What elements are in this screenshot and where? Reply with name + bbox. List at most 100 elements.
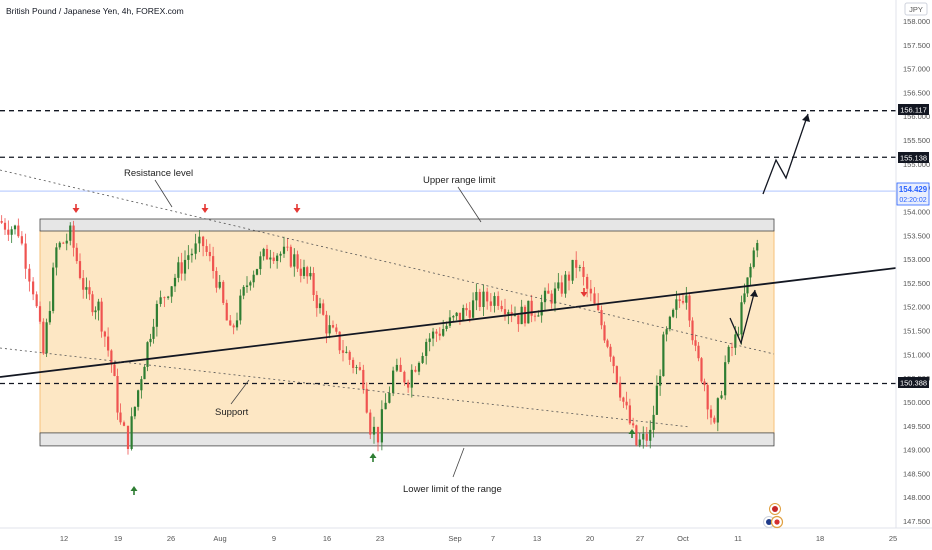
candle-body — [306, 267, 309, 277]
candle-body — [262, 248, 265, 257]
candle-body — [752, 250, 755, 267]
candle-body — [681, 300, 685, 303]
red-down-arrow — [293, 208, 301, 213]
time-tick-label: 16 — [323, 534, 331, 543]
candle-body — [489, 301, 492, 306]
candle-body — [137, 390, 140, 407]
candle-body — [322, 303, 325, 315]
candle-body — [675, 299, 678, 310]
candle-body — [652, 414, 655, 430]
candle-body — [628, 405, 631, 424]
candle-body — [486, 291, 489, 302]
candle-body — [194, 243, 197, 254]
candle-body — [575, 259, 578, 268]
red-down-arrow — [201, 208, 209, 213]
candle-body — [312, 273, 315, 295]
candle-body — [645, 433, 648, 441]
candle-body — [697, 345, 700, 359]
upper-range-zone — [39, 218, 775, 232]
candle-body — [571, 259, 574, 281]
price-tick-label: 156.000 — [903, 112, 930, 121]
candle-body — [85, 287, 88, 290]
price-tick-label: 157.000 — [903, 65, 930, 74]
candle-body — [130, 416, 133, 450]
candle-body — [471, 300, 475, 318]
candle-body — [380, 409, 383, 443]
economic-event-icons[interactable] — [763, 503, 784, 529]
candle-body — [685, 295, 688, 303]
uk-flag-inner-icon-2 — [766, 519, 772, 525]
candle-body — [414, 369, 417, 372]
candle-body — [589, 288, 592, 294]
candle-body — [384, 402, 387, 410]
lower-range-zone — [39, 432, 775, 447]
candle-body — [107, 336, 110, 351]
support-label: Support — [215, 407, 249, 418]
candle-body — [32, 281, 35, 295]
candle-body — [567, 274, 571, 281]
candle-body — [609, 346, 612, 357]
candle-body — [265, 248, 269, 260]
candle-body — [17, 225, 20, 237]
projection-path-lower — [729, 289, 756, 345]
candle-body — [309, 273, 312, 277]
price-tick-label: 155.000 — [903, 160, 930, 169]
upper-range-pointer — [457, 186, 482, 223]
candle-body — [737, 334, 740, 336]
candle-body — [232, 325, 235, 328]
candle-body — [482, 291, 485, 307]
candle-body — [655, 385, 658, 415]
candle-body — [69, 225, 72, 241]
candle-body — [272, 257, 275, 262]
time-tick-label: 12 — [60, 534, 68, 543]
candle-body — [720, 395, 723, 399]
candle-body — [103, 331, 106, 337]
candle-body — [222, 281, 225, 303]
time-tick-label: 23 — [376, 534, 384, 543]
price-axis[interactable]: 158.000 157.500 157.000 156.500 156.000 155.5… — [895, 0, 930, 528]
time-tick-label: 9 — [272, 534, 276, 543]
candle-body — [727, 346, 730, 363]
candle-body — [215, 271, 218, 288]
candle-body — [431, 331, 435, 339]
candle-body — [88, 287, 91, 295]
currency-badge-label: JPY — [909, 5, 923, 14]
candle-body — [146, 342, 149, 367]
candle-body — [286, 246, 289, 248]
price-tag-150388-label: 150.388 — [900, 379, 927, 388]
candle-body — [465, 308, 468, 311]
candle-body — [91, 294, 94, 313]
candle-body — [315, 294, 318, 309]
candle-body — [177, 262, 180, 278]
currency-badge[interactable] — [904, 2, 928, 16]
jp-flag-inner-icon — [774, 519, 780, 525]
candle-body — [662, 334, 665, 377]
candle-body — [133, 406, 136, 417]
candle-body — [190, 253, 193, 256]
time-axis[interactable]: 12 19 26 Aug 9 16 23 Sep 7 13 20 27 Oct 11 18 25 — [0, 527, 932, 543]
candle-body — [302, 267, 306, 276]
candle-body — [245, 285, 249, 287]
candle-body — [603, 325, 606, 341]
candle-body — [615, 366, 618, 383]
current-price-tag — [896, 182, 930, 206]
candle-body — [7, 229, 10, 235]
candle-body — [597, 303, 600, 311]
red-down-arrow — [72, 208, 80, 213]
green-up-arrow — [130, 486, 138, 491]
candle-body — [208, 251, 211, 257]
time-tick-label: Aug — [213, 534, 226, 543]
candle-body — [369, 412, 372, 435]
candle-body — [242, 286, 245, 296]
candle-body — [557, 282, 560, 289]
price-tick-label: 153.500 — [903, 231, 930, 240]
candle-body — [724, 362, 727, 396]
candle-body — [517, 315, 520, 325]
candle-body — [293, 254, 296, 267]
price-tick-label: 149.500 — [903, 422, 930, 431]
candle-body — [706, 385, 709, 410]
candle-body — [740, 302, 743, 335]
candle-body — [143, 366, 146, 380]
